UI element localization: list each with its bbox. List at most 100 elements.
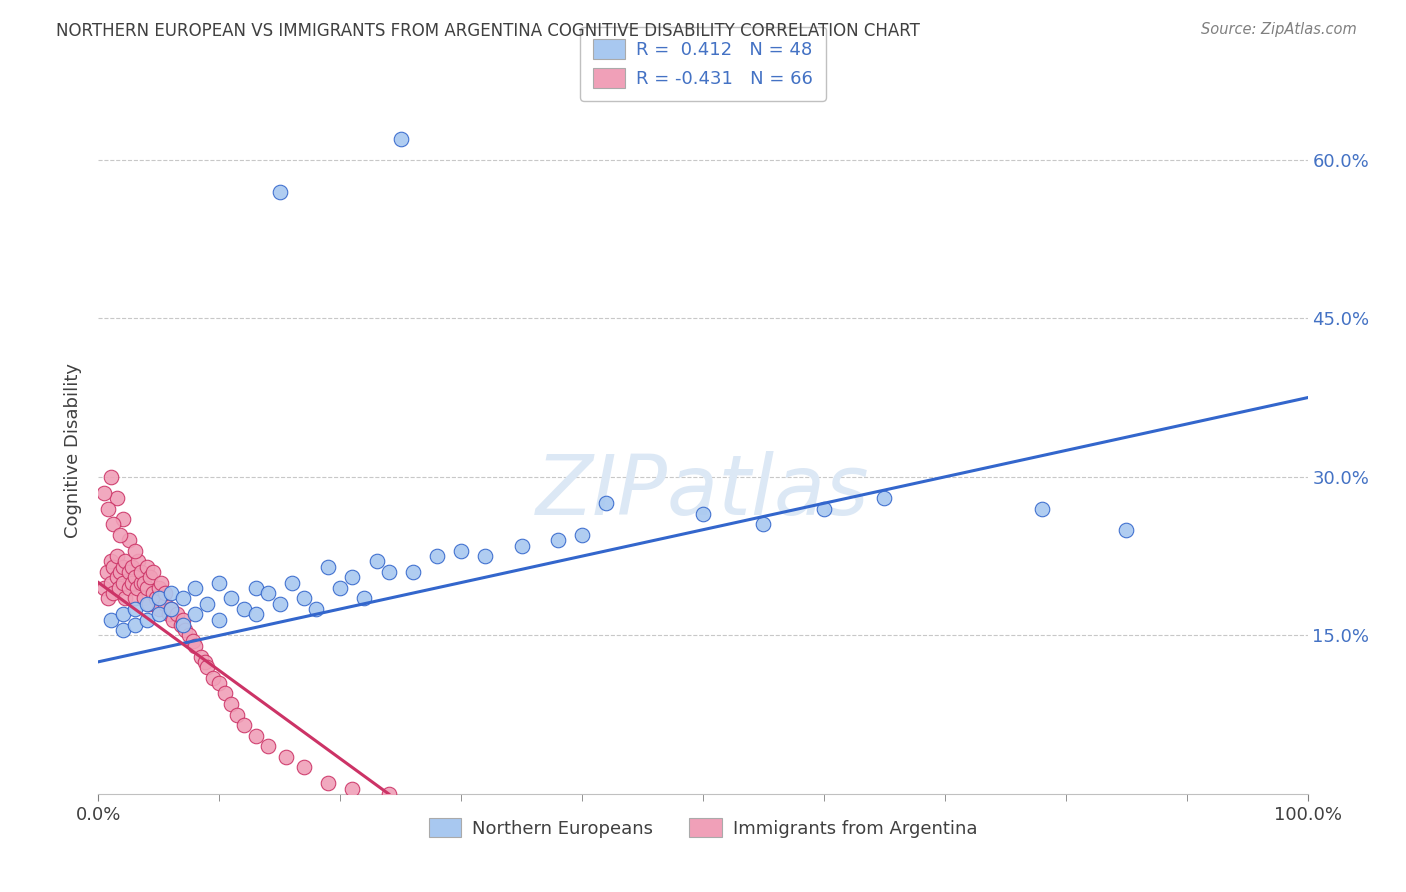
Point xyxy=(145,591,167,606)
Point xyxy=(160,586,183,600)
Point xyxy=(377,787,399,801)
Point xyxy=(274,750,297,764)
Point xyxy=(292,760,315,774)
Point xyxy=(194,655,217,669)
Point xyxy=(342,570,364,584)
Point xyxy=(292,591,315,606)
Point xyxy=(100,575,122,590)
Point xyxy=(121,575,143,590)
Point xyxy=(101,586,124,600)
Point xyxy=(108,565,131,579)
Point xyxy=(108,581,131,595)
Point xyxy=(127,581,149,595)
Point xyxy=(172,613,194,627)
Point xyxy=(114,591,136,606)
Point xyxy=(450,544,472,558)
Point xyxy=(281,575,304,590)
Point xyxy=(100,613,122,627)
Point xyxy=(148,607,170,622)
Point xyxy=(134,591,156,606)
Point xyxy=(148,581,170,595)
Point xyxy=(316,559,339,574)
Point xyxy=(256,586,278,600)
Point xyxy=(184,607,207,622)
Point xyxy=(510,539,533,553)
Point xyxy=(245,607,267,622)
Point xyxy=(138,597,160,611)
Point xyxy=(190,649,212,664)
Point xyxy=(153,586,176,600)
Point xyxy=(342,781,364,796)
Point xyxy=(124,591,146,606)
Point xyxy=(166,607,188,622)
Point xyxy=(160,602,183,616)
Point xyxy=(232,602,254,616)
Point xyxy=(256,739,278,754)
Point xyxy=(269,185,291,199)
Point xyxy=(124,617,146,632)
Point xyxy=(97,591,120,606)
Point xyxy=(105,549,128,563)
Point xyxy=(124,544,146,558)
Point xyxy=(162,613,184,627)
Point xyxy=(96,565,118,579)
Point xyxy=(114,554,136,568)
Point xyxy=(139,570,162,584)
Point xyxy=(100,470,122,484)
Point xyxy=(111,575,134,590)
Point xyxy=(426,549,449,563)
Point xyxy=(305,602,328,616)
Text: ZIPatlas: ZIPatlas xyxy=(536,451,870,533)
Point xyxy=(402,565,425,579)
Point xyxy=(93,581,115,595)
Point xyxy=(134,575,156,590)
Point xyxy=(595,496,617,510)
Point xyxy=(208,613,231,627)
Point xyxy=(135,613,157,627)
Point xyxy=(118,581,141,595)
Point xyxy=(571,528,593,542)
Point xyxy=(101,517,124,532)
Point xyxy=(752,517,775,532)
Point xyxy=(111,559,134,574)
Point xyxy=(153,597,176,611)
Legend: Northern Europeans, Immigrants from Argentina: Northern Europeans, Immigrants from Arge… xyxy=(420,809,986,847)
Point xyxy=(184,639,207,653)
Y-axis label: Cognitive Disability: Cognitive Disability xyxy=(65,363,83,538)
Point xyxy=(873,491,896,505)
Point xyxy=(214,686,236,700)
Point xyxy=(105,491,128,505)
Point xyxy=(111,512,134,526)
Point xyxy=(148,591,170,606)
Point xyxy=(111,607,134,622)
Point xyxy=(377,565,399,579)
Text: Source: ZipAtlas.com: Source: ZipAtlas.com xyxy=(1201,22,1357,37)
Point xyxy=(181,633,204,648)
Point xyxy=(1115,523,1137,537)
Point xyxy=(124,570,146,584)
Point xyxy=(208,575,231,590)
Point xyxy=(245,581,267,595)
Point xyxy=(97,501,120,516)
Point xyxy=(221,591,243,606)
Point xyxy=(172,591,194,606)
Point xyxy=(366,554,388,568)
Point xyxy=(142,586,165,600)
Point xyxy=(142,565,165,579)
Point xyxy=(118,533,141,548)
Point xyxy=(118,565,141,579)
Point xyxy=(692,507,714,521)
Point xyxy=(108,528,131,542)
Point xyxy=(105,570,128,584)
Point xyxy=(547,533,569,548)
Point xyxy=(135,597,157,611)
Point xyxy=(208,676,231,690)
Point xyxy=(226,707,249,722)
Point xyxy=(160,602,183,616)
Point xyxy=(100,554,122,568)
Point xyxy=(269,597,291,611)
Point xyxy=(135,581,157,595)
Point xyxy=(232,718,254,732)
Point xyxy=(195,660,218,674)
Point xyxy=(121,559,143,574)
